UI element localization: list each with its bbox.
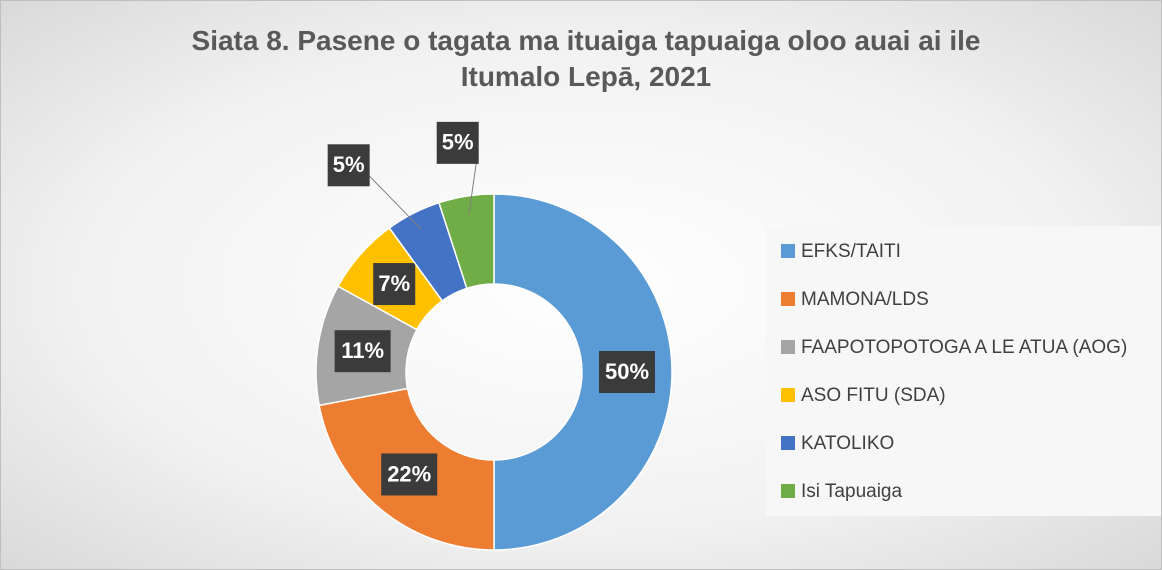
legend-label: EFKS/TAITI — [801, 241, 901, 262]
legend-swatch — [781, 436, 795, 450]
legend-swatch — [781, 388, 795, 402]
chart-title: Siata 8. Pasene o tagata ma ituaiga tapu… — [191, 25, 981, 92]
data-label: 5% — [442, 130, 474, 155]
donut-segment — [493, 193, 673, 551]
legend-label: FAAPOTOPOTOGA A LE ATUA (AOG) — [801, 337, 1127, 358]
legend-label: KATOLIKO — [801, 433, 894, 454]
label-box — [436, 121, 479, 164]
data-label: 22% — [387, 461, 431, 486]
label-box — [381, 453, 438, 496]
data-label: 50% — [605, 359, 649, 384]
leader-line — [368, 174, 422, 230]
legend-box — [766, 226, 1161, 516]
legend-label: ASO FITU (SDA) — [801, 385, 946, 406]
label-box — [327, 144, 370, 187]
label-box — [373, 263, 416, 306]
legend-swatch — [781, 340, 795, 354]
data-label: 5% — [333, 152, 365, 177]
legend-swatch — [781, 244, 795, 258]
label-box — [599, 351, 655, 393]
legend-swatch — [781, 484, 795, 498]
legend-swatch — [781, 292, 795, 306]
legend-label: Isi Tapuaiga — [801, 481, 902, 502]
data-label: 11% — [341, 338, 384, 363]
data-label: 7% — [378, 271, 410, 296]
donut-segment — [438, 193, 495, 290]
label-box — [334, 330, 391, 373]
legend-label: MAMONA/LDS — [801, 289, 929, 310]
